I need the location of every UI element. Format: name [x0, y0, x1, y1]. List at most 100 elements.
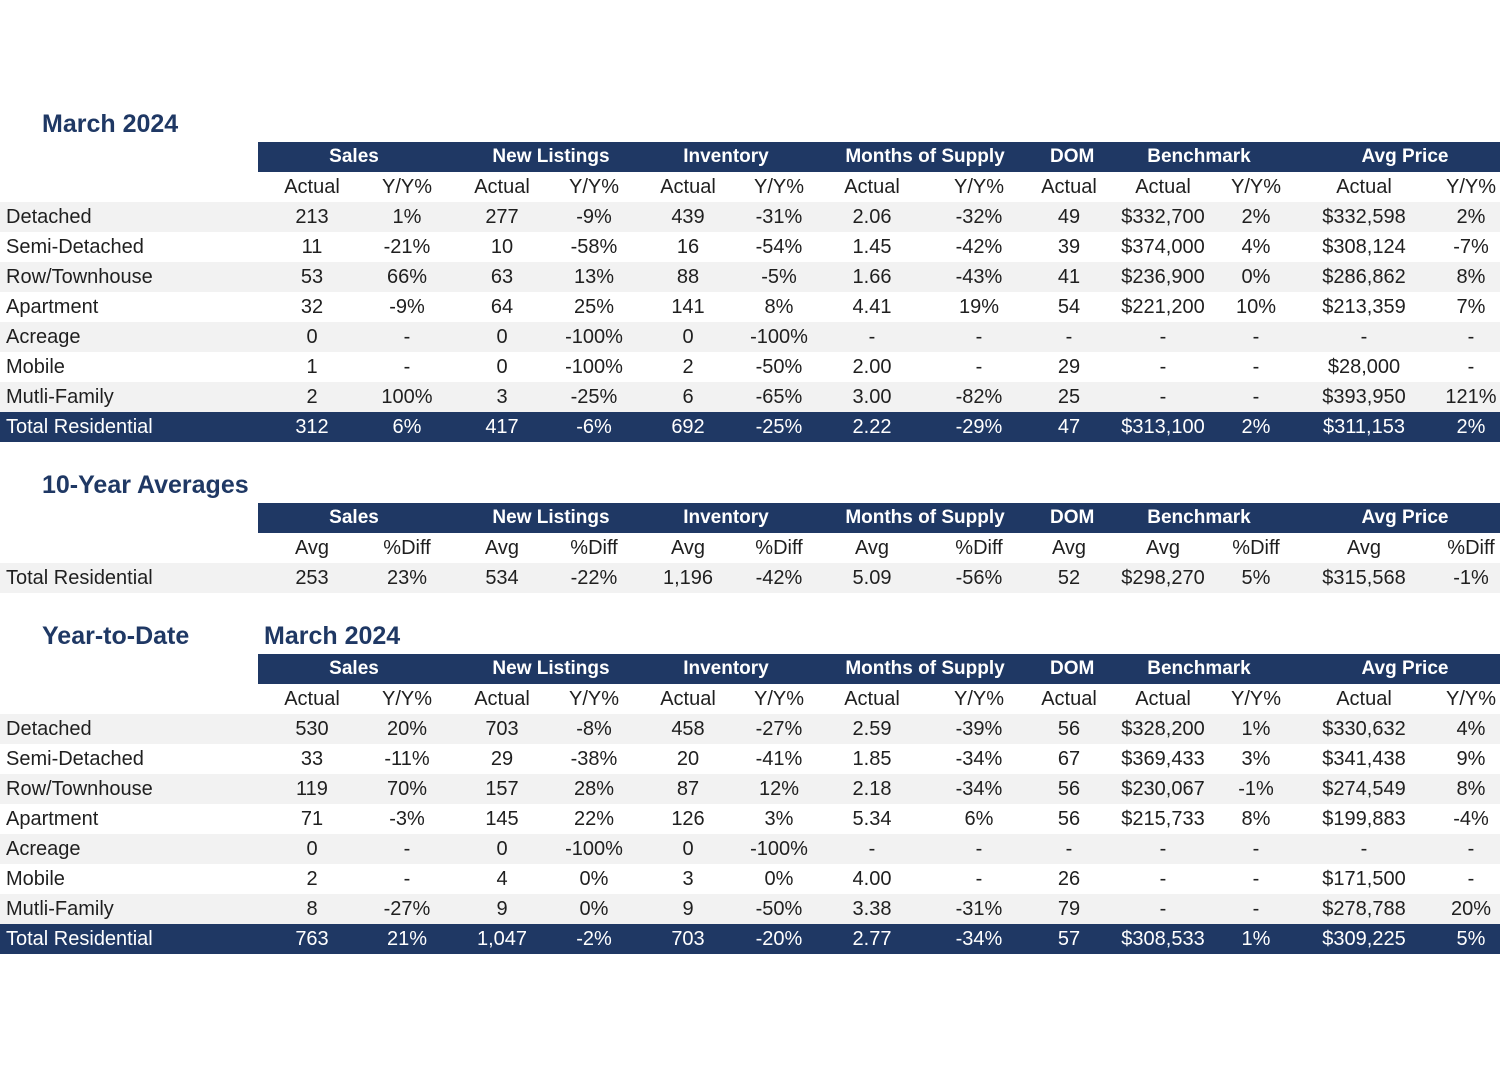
table-cell: 534 [485, 567, 519, 589]
table-cell: 4% [1241, 236, 1271, 258]
table-cell: -29% [955, 416, 1003, 438]
group-header-inventory: Inventory [683, 146, 769, 167]
table-cell: - [1467, 868, 1475, 890]
table-cell: 0 [496, 356, 508, 378]
table-cell: -20% [755, 928, 803, 950]
table-cell: - [1252, 326, 1260, 348]
table-cell: - [403, 868, 411, 890]
table-cell: 2% [1456, 206, 1486, 228]
table-cell: 1.66 [852, 266, 892, 288]
table-cell: 16 [676, 236, 700, 258]
table-cell: 87 [676, 778, 700, 800]
table-cell: -39% [955, 718, 1003, 740]
table-cell: -31% [955, 898, 1003, 920]
column-header: Y/Y% [381, 688, 433, 710]
column-header: Actual [1135, 688, 1191, 710]
table-cell: 692 [671, 416, 705, 438]
table-cell: -50% [755, 356, 803, 378]
column-header: Actual [474, 688, 530, 710]
column-header: %Diff [755, 537, 803, 559]
row-label: Total Residential [6, 567, 153, 589]
row-label: Row/Townhouse [6, 266, 153, 288]
table-cell: -21% [383, 236, 431, 258]
table-cell: - [1065, 838, 1073, 860]
group-header-avg-price: Avg Price [1361, 146, 1449, 167]
table-cell: - [1252, 868, 1260, 890]
group-header-avg-price: Avg Price [1361, 507, 1449, 528]
table-cell: 2.77 [852, 928, 892, 950]
column-header: %Diff [570, 537, 618, 559]
table-cell: $315,568 [1322, 567, 1406, 589]
table-cell: $330,632 [1322, 718, 1406, 740]
table-cell: $213,359 [1322, 296, 1406, 318]
table-cell: 10% [1235, 296, 1277, 318]
table-cell: $298,270 [1121, 567, 1205, 589]
table-cell: $332,700 [1121, 206, 1205, 228]
table-cell: -9% [389, 296, 425, 318]
table-cell: 63 [490, 266, 514, 288]
table-cell: 7% [1456, 296, 1486, 318]
table-cell: - [975, 838, 983, 860]
table-cell: -7% [1453, 236, 1489, 258]
table-cell: - [1360, 326, 1368, 348]
table-cell: 126 [671, 808, 705, 830]
table-cell: 9% [1456, 748, 1486, 770]
table-cell: $28,000 [1327, 356, 1401, 378]
column-header: Actual [844, 688, 900, 710]
column-header: Y/Y% [381, 176, 433, 198]
table-cell: 8 [306, 898, 318, 920]
table-cell: - [1159, 356, 1167, 378]
table-cell: -31% [755, 206, 803, 228]
table-cell: 277 [485, 206, 519, 228]
table-cell: -38% [570, 748, 618, 770]
table-cell: 52 [1057, 567, 1081, 589]
table-cell: $308,124 [1322, 236, 1406, 258]
table-cell: $286,862 [1322, 266, 1406, 288]
section-title: Year-to-Date [42, 622, 190, 650]
table-cell: -34% [955, 928, 1003, 950]
table-cell: - [975, 326, 983, 348]
table-cell: 2% [1241, 416, 1271, 438]
table-cell: 439 [671, 206, 705, 228]
row-label: Apartment [6, 808, 99, 830]
table-cell: $328,200 [1121, 718, 1205, 740]
section-subtitle: March 2024 [264, 622, 401, 650]
table-cell: 9 [682, 898, 694, 920]
group-header-benchmark: Benchmark [1147, 146, 1251, 167]
column-header: Actual [1041, 176, 1097, 198]
table-cell: $236,900 [1121, 266, 1205, 288]
table-cell: 33 [300, 748, 324, 770]
table-cell: 5.34 [852, 808, 892, 830]
row-label: Acreage [6, 326, 81, 348]
row-label: Total Residential [6, 416, 153, 438]
table-cell: - [975, 356, 983, 378]
table-cell: 141 [671, 296, 705, 318]
row-label: Total Residential [6, 928, 153, 950]
column-header: %Diff [1447, 537, 1495, 559]
row-label: Mutli-Family [6, 386, 114, 408]
column-header: Actual [1336, 688, 1392, 710]
table-cell: 0% [579, 868, 609, 890]
table-row: Detached 530 20% 703 -8% 458 -27% 2.59 -39% 56 $32… [0, 714, 1500, 744]
table-cell: -41% [755, 748, 803, 770]
table-cell: 41 [1057, 266, 1081, 288]
table-cell: 1% [1241, 928, 1271, 950]
table-cell: -3% [389, 808, 425, 830]
table-cell: 417 [485, 416, 519, 438]
total-row: Total Residential 763 21% 1,047 -2% 703 -20% 2.… [0, 924, 1500, 954]
row-label: Detached [6, 718, 92, 740]
table-cell: 4 [496, 868, 508, 890]
group-header-dom: DOM [1050, 507, 1095, 528]
table-cell: 2 [682, 356, 694, 378]
table-row: Mutli-Family 2 100% 3 -25% 6 -65% 3.00 -82% 25 - - $… [0, 382, 1500, 412]
table-cell: -25% [570, 386, 618, 408]
table-cell: 13% [573, 266, 615, 288]
column-header: Avg [484, 537, 520, 559]
column-header: Avg [854, 537, 890, 559]
column-header: Actual [660, 688, 716, 710]
column-header: Actual [474, 176, 530, 198]
table-cell: -6% [576, 416, 612, 438]
table-cell: 3.38 [852, 898, 892, 920]
table-cell: 703 [485, 718, 519, 740]
table-cell: - [1252, 386, 1260, 408]
